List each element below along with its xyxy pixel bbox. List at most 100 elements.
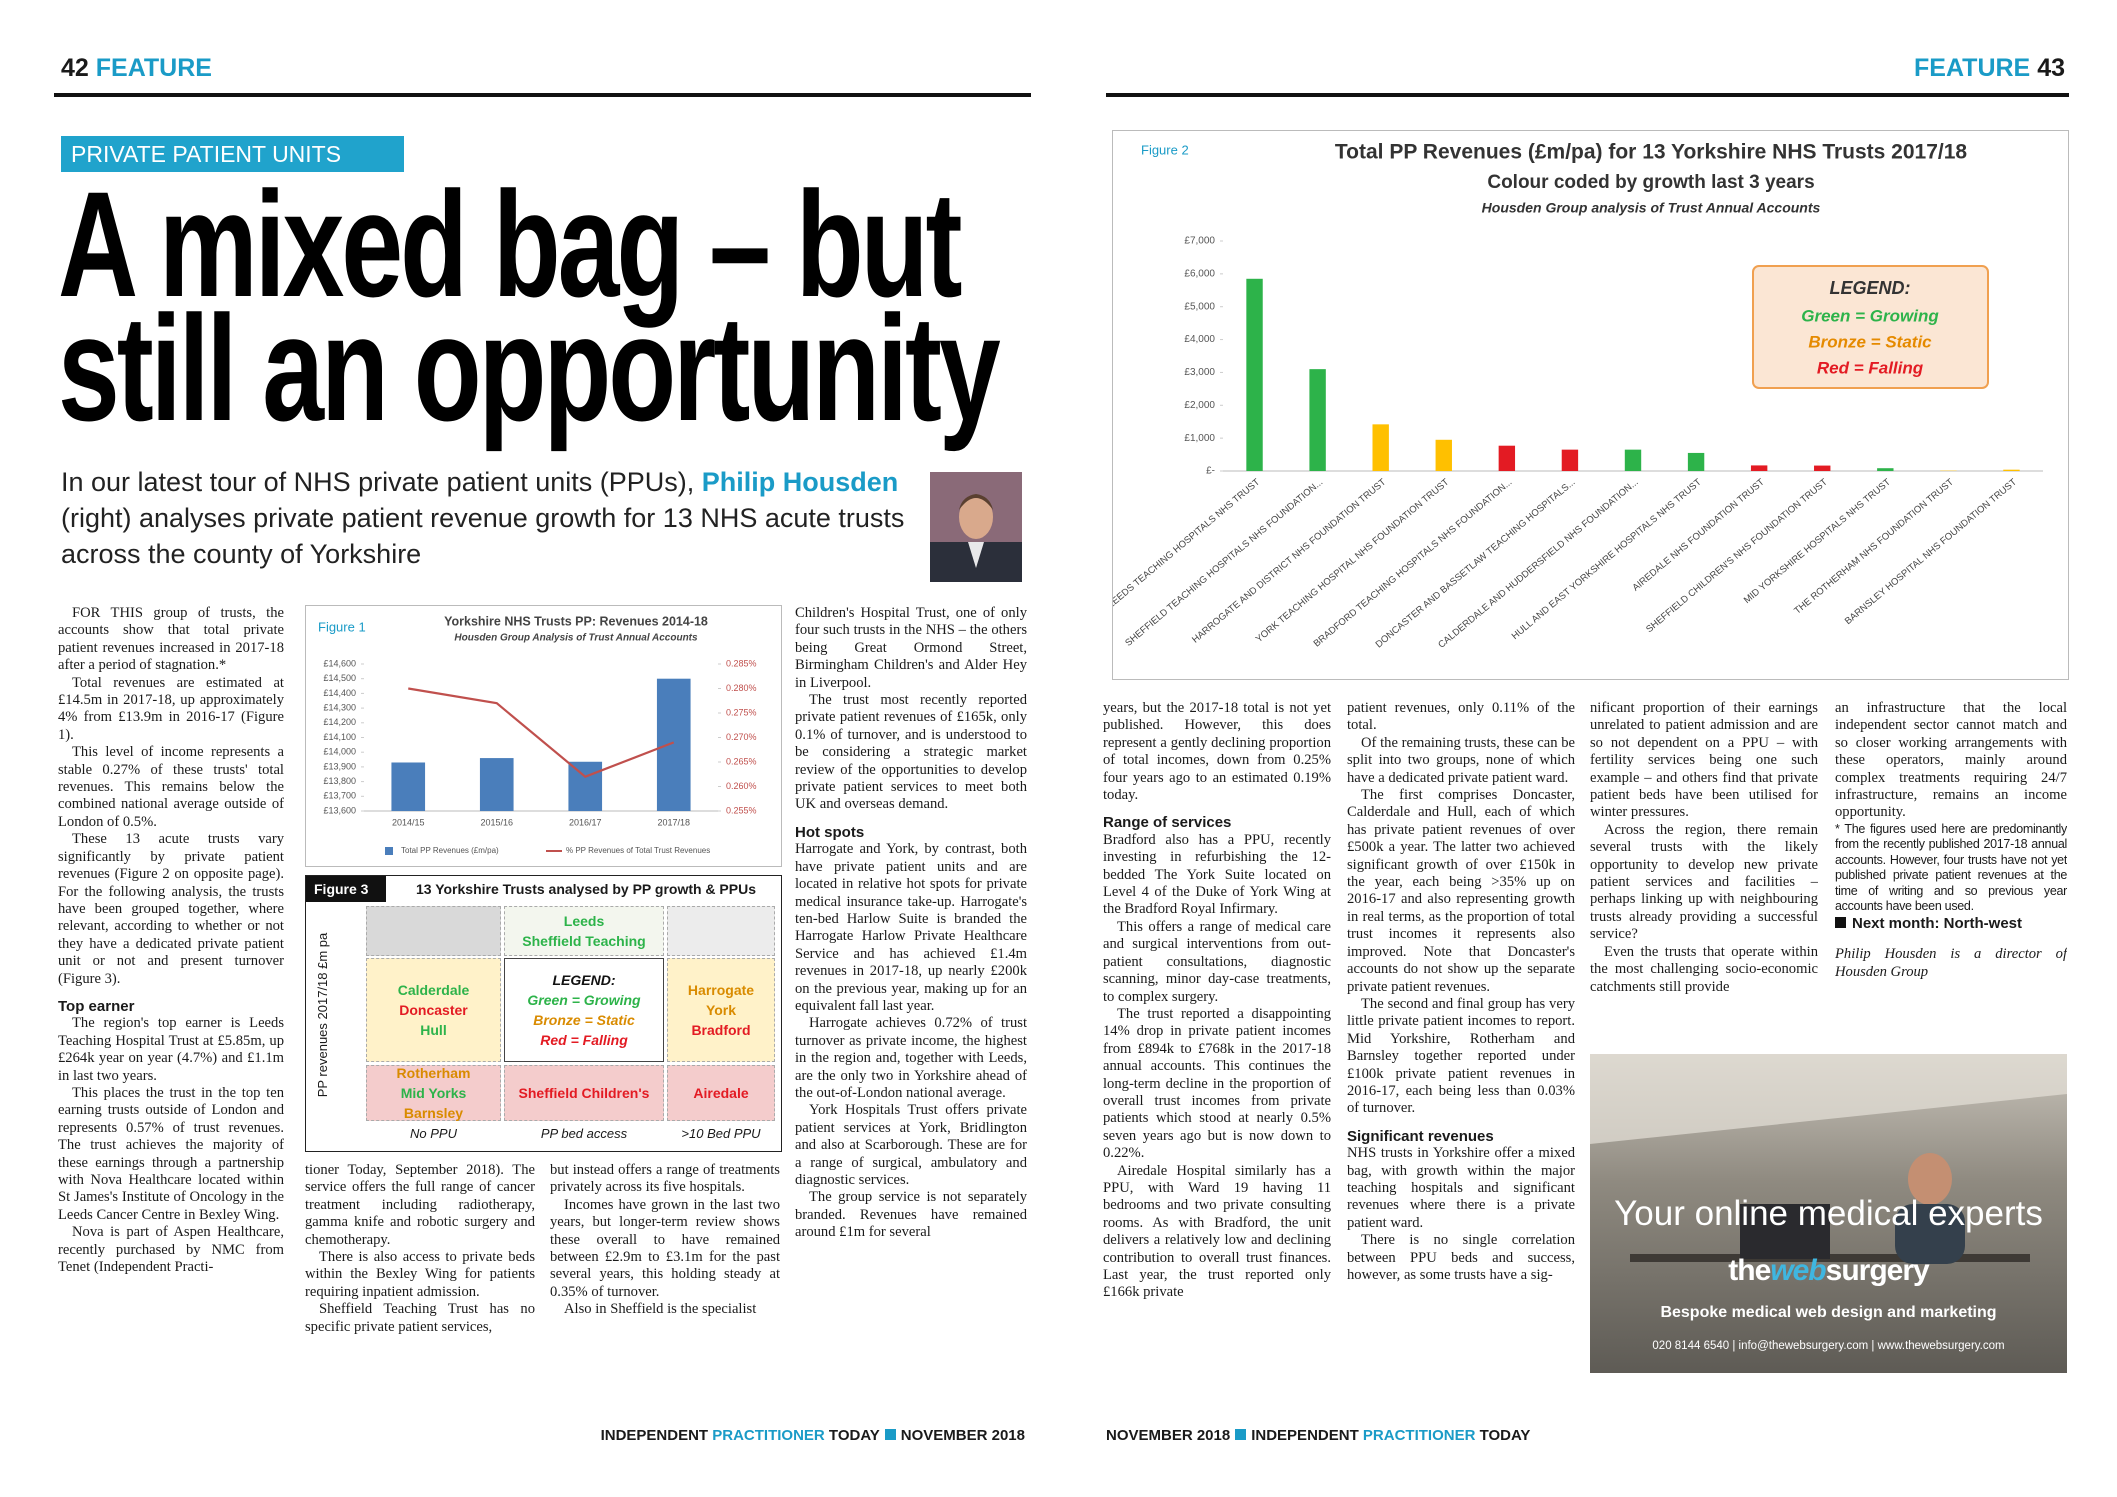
y-tick-label: £14,200 — [323, 717, 356, 727]
section: FEATURE — [1914, 54, 2031, 82]
matrix-cell: Sheffield Children's — [504, 1065, 664, 1121]
legend-entry: Bronze = Static — [1808, 332, 1932, 351]
y-tick-label: £14,100 — [323, 732, 356, 742]
footer-left: INDEPENDENT PRACTITIONER TODAY NOVEMBER 2… — [601, 1427, 1025, 1444]
chart-title: Total PP Revenues (£m/pa) for 13 Yorkshi… — [1335, 141, 1968, 164]
page-number: 42 — [61, 54, 89, 82]
y-tick-label: £7,000 — [1184, 236, 1215, 247]
paragraph: The first comprises Doncaster, Calderdal… — [1347, 787, 1575, 995]
paragraph: Incomes have grown in the last two years… — [550, 1196, 780, 1300]
paragraph: NHS trusts in Yorkshire offer a mixed ba… — [1347, 1145, 1575, 1231]
brand-part: surgery — [1825, 1254, 1930, 1287]
trust-name: Bradford — [691, 1022, 751, 1038]
text-column: an infrastructure that the local indepen… — [1835, 700, 2067, 1045]
x-tick-label: 2016/17 — [569, 817, 602, 827]
paragraph: The second and final group has very litt… — [1347, 995, 1575, 1117]
legend-entry: Red = Falling — [540, 1032, 628, 1048]
y-tick-label: £4,000 — [1184, 334, 1215, 345]
matrix-cell: Harrogate York Bradford — [667, 958, 775, 1062]
bar — [1877, 468, 1894, 471]
y-tick-label: £14,000 — [323, 747, 356, 757]
legend-entry: Bronze = Static — [533, 1012, 635, 1028]
text-column: Children's Hospital Trust, one of only f… — [795, 605, 1027, 1420]
matrix-cell: Airedale — [667, 1065, 775, 1121]
trust-name: Rotherham — [396, 1065, 471, 1081]
y-tick-label: £5,000 — [1184, 301, 1215, 312]
figure-3: Figure 3 13 Yorkshire Trusts analysed by … — [305, 875, 782, 1152]
bar — [1372, 424, 1389, 471]
headline-line: still an opportunity — [58, 284, 1001, 452]
figure-1: Figure 1 Yorkshire NHS Trusts PP: Revenue… — [305, 605, 782, 867]
y2-tick-label: 0.265% — [726, 756, 757, 766]
paragraph: an infrastructure that the local indepen… — [1835, 700, 2067, 821]
subheading: Significant revenues — [1347, 1127, 1494, 1145]
paragraph: Harrogate and York, by contrast, both ha… — [795, 841, 1027, 1014]
footer-text: TODAY — [828, 1427, 880, 1444]
trust-name: Sheffield Teaching — [522, 933, 646, 949]
trust-name: Harrogate — [687, 982, 755, 998]
subheading: Hot spots — [795, 823, 865, 841]
author: Philip Housden — [701, 467, 899, 497]
paragraph: There is no single correlation between P… — [1347, 1232, 1575, 1283]
footer-right: NOVEMBER 2018 INDEPENDENT PRACTITIONER TO… — [1106, 1427, 1530, 1444]
rule — [54, 93, 1031, 97]
paragraph: but instead offers a range of treatments… — [550, 1162, 780, 1196]
paragraph: Of the remaining trusts, these can be sp… — [1347, 734, 1575, 786]
x-axis-label: >10 Bed PPU — [681, 1126, 761, 1141]
y-tick-label: £13,600 — [323, 805, 356, 815]
paragraph: years, but the 2017-18 total is not yet … — [1103, 700, 1331, 804]
advert-contact: 020 8144 6540 | info@thewebsurgery.com |… — [1652, 1340, 2005, 1352]
paragraph: Across the region, there remain several … — [1590, 821, 1818, 943]
paragraph: Also in Sheffield is the specialist — [564, 1301, 757, 1318]
y2-tick-label: 0.270% — [726, 732, 757, 742]
y-axis-label: PP revenues 2017/18 £m pa — [315, 932, 330, 1098]
figure-2: Figure 2 Total PP Revenues (£m/pa) for 13… — [1112, 130, 2069, 680]
matrix-cell: LEGEND: Green = Growing Bronze = Static Red… — [504, 958, 664, 1062]
line — [408, 687, 675, 778]
y-tick-label: £1,000 — [1184, 433, 1215, 444]
chart-note: Housden Group analysis of Trust Annual A… — [1482, 200, 1821, 216]
bar — [479, 758, 514, 811]
y2-tick-label: 0.275% — [726, 707, 757, 717]
y-tick-label: £14,500 — [323, 673, 356, 683]
x-tick-label: 2017/18 — [657, 817, 690, 827]
legend-title: LEGEND: — [552, 972, 616, 988]
legend-entry: Total PP Revenues (£m/pa) — [401, 846, 499, 855]
page-header-left: 42 FEATURE — [61, 54, 212, 83]
advert-headline: Your online medical experts — [1614, 1194, 2043, 1233]
y-tick-label: £14,300 — [323, 702, 356, 712]
y-tick-label: £- — [1206, 466, 1215, 477]
paragraph: Nova is part of Aspen Healthcare, recent… — [58, 1224, 284, 1276]
y-tick-label: £13,800 — [323, 776, 356, 786]
headline: A mixed bag – but still an opportunity — [58, 169, 1001, 452]
paragraph: This offers a range of medical care and … — [1103, 918, 1331, 1005]
y-tick-label: £2,000 — [1184, 400, 1215, 411]
author-photo — [930, 472, 1022, 582]
trust-name: York — [705, 1002, 737, 1018]
rule — [1106, 93, 2069, 97]
byline: Philip Housden is a director of Housden … — [1835, 946, 2067, 980]
y-tick-label: £13,900 — [323, 761, 356, 771]
legend-entry: Green = Growing — [1801, 306, 1939, 325]
note: * The figures used here are predominantl… — [1835, 821, 2067, 914]
section: FEATURE — [95, 54, 212, 82]
paragraph: The region's top earner is Leeds Teachin… — [58, 1015, 284, 1084]
figure-label: Figure 1 — [318, 619, 366, 634]
bar — [1750, 465, 1768, 471]
trust-name: Leeds — [563, 913, 605, 929]
bar — [1498, 445, 1516, 471]
text-column: but instead offers a range of treatments… — [550, 1162, 780, 1420]
y2-tick-label: 0.260% — [726, 781, 757, 791]
bar — [1309, 369, 1326, 471]
advert-photo — [1590, 1054, 2067, 1264]
footer-text: PRACTITIONER — [1362, 1427, 1476, 1444]
legend-title: LEGEND: — [1830, 278, 1911, 298]
trust-name: Airedale — [693, 1085, 749, 1101]
text-column: FOR THIS group of trusts, the accounts s… — [58, 605, 284, 1417]
y2-tick-label: 0.280% — [726, 683, 757, 693]
footer-text: INDEPENDENT — [1251, 1427, 1359, 1444]
paragraph: tioner Today, September 2018). The servi… — [305, 1162, 535, 1248]
legend-entry: Red = Falling — [1817, 358, 1924, 377]
matrix-cell: Rotherham Mid Yorks Barnsley — [366, 1065, 501, 1121]
